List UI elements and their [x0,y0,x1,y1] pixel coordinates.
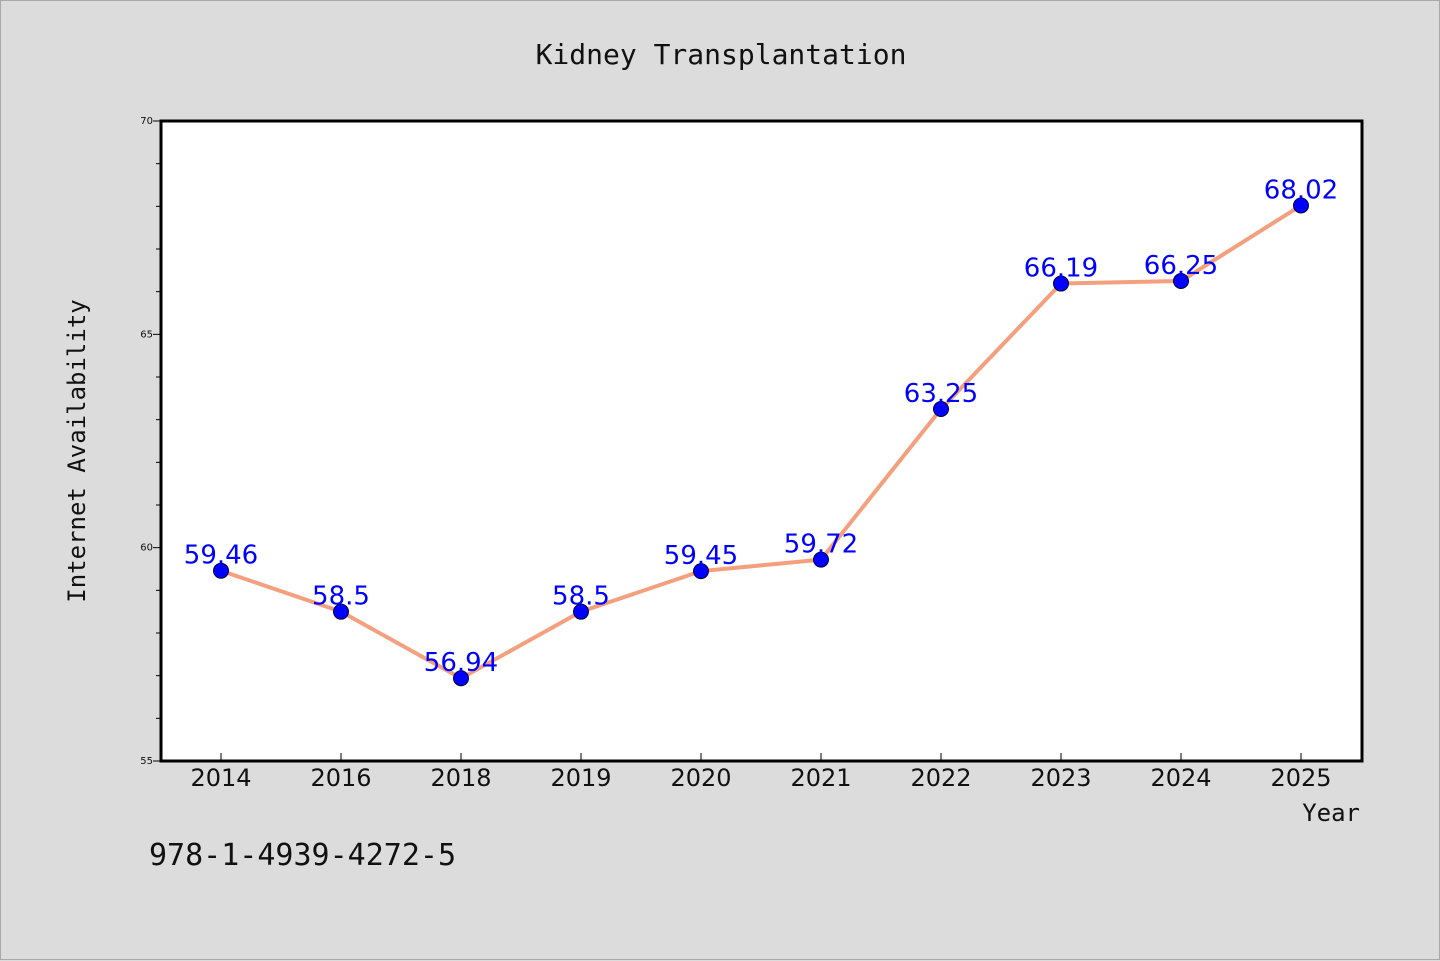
data-point [693,563,709,580]
data-label: 59.72 [784,530,858,560]
data-label: 59.46 [184,541,258,571]
y-tick-label: 55 [140,756,153,767]
plot-area [159,119,1364,763]
y-axis: 55 60 65 70 [140,116,161,767]
data-label: 59.45 [664,541,738,571]
y-tick-label: 70 [140,116,153,127]
x-tick-label: 2021 [790,764,851,792]
x-axis: 2014 2016 2018 2019 2020 2021 2022 2023 2024 2025 [190,753,1332,792]
series-line [220,203,1303,681]
data-label: 58.5 [312,582,370,612]
x-tick-label: 2023 [1030,764,1091,792]
series-layer: 59.46 58.5 56.94 58.5 59.45 59.72 63.25 66.19 66… [184,175,1338,687]
data-point [1293,197,1309,214]
data-label: 66.19 [1024,254,1098,284]
data-point [1053,275,1069,292]
x-axis-label: Year [1302,799,1360,827]
y-tick-label: 60 [140,543,153,554]
x-tick-label: 2019 [550,764,611,792]
data-point [333,603,349,620]
x-tick-label: 2025 [1270,764,1331,792]
data-point [213,562,229,579]
footnote-isbn: 978-1-4939-4272-5 [149,838,456,873]
data-point [1173,273,1189,289]
x-tick-label: 2014 [190,764,251,792]
y-axis-label: Internet Availability [63,299,91,602]
data-point [813,551,829,568]
data-point [573,603,589,620]
data-label: 68.02 [1264,175,1338,205]
data-point [933,401,949,417]
data-point [453,670,469,687]
chart-title: Kidney Transplantation [536,38,907,71]
x-tick-label: 2018 [430,764,491,792]
data-label: 56.94 [424,648,498,678]
data-label: 66.25 [1144,251,1218,281]
x-tick-label: 2020 [670,764,731,792]
data-label: 63.25 [904,379,978,409]
x-tick-label: 2024 [1150,764,1211,792]
y-tick-label: 65 [140,329,153,340]
x-tick-label: 2016 [310,764,371,792]
x-tick-label: 2022 [910,764,971,792]
data-label: 58.5 [552,582,610,612]
